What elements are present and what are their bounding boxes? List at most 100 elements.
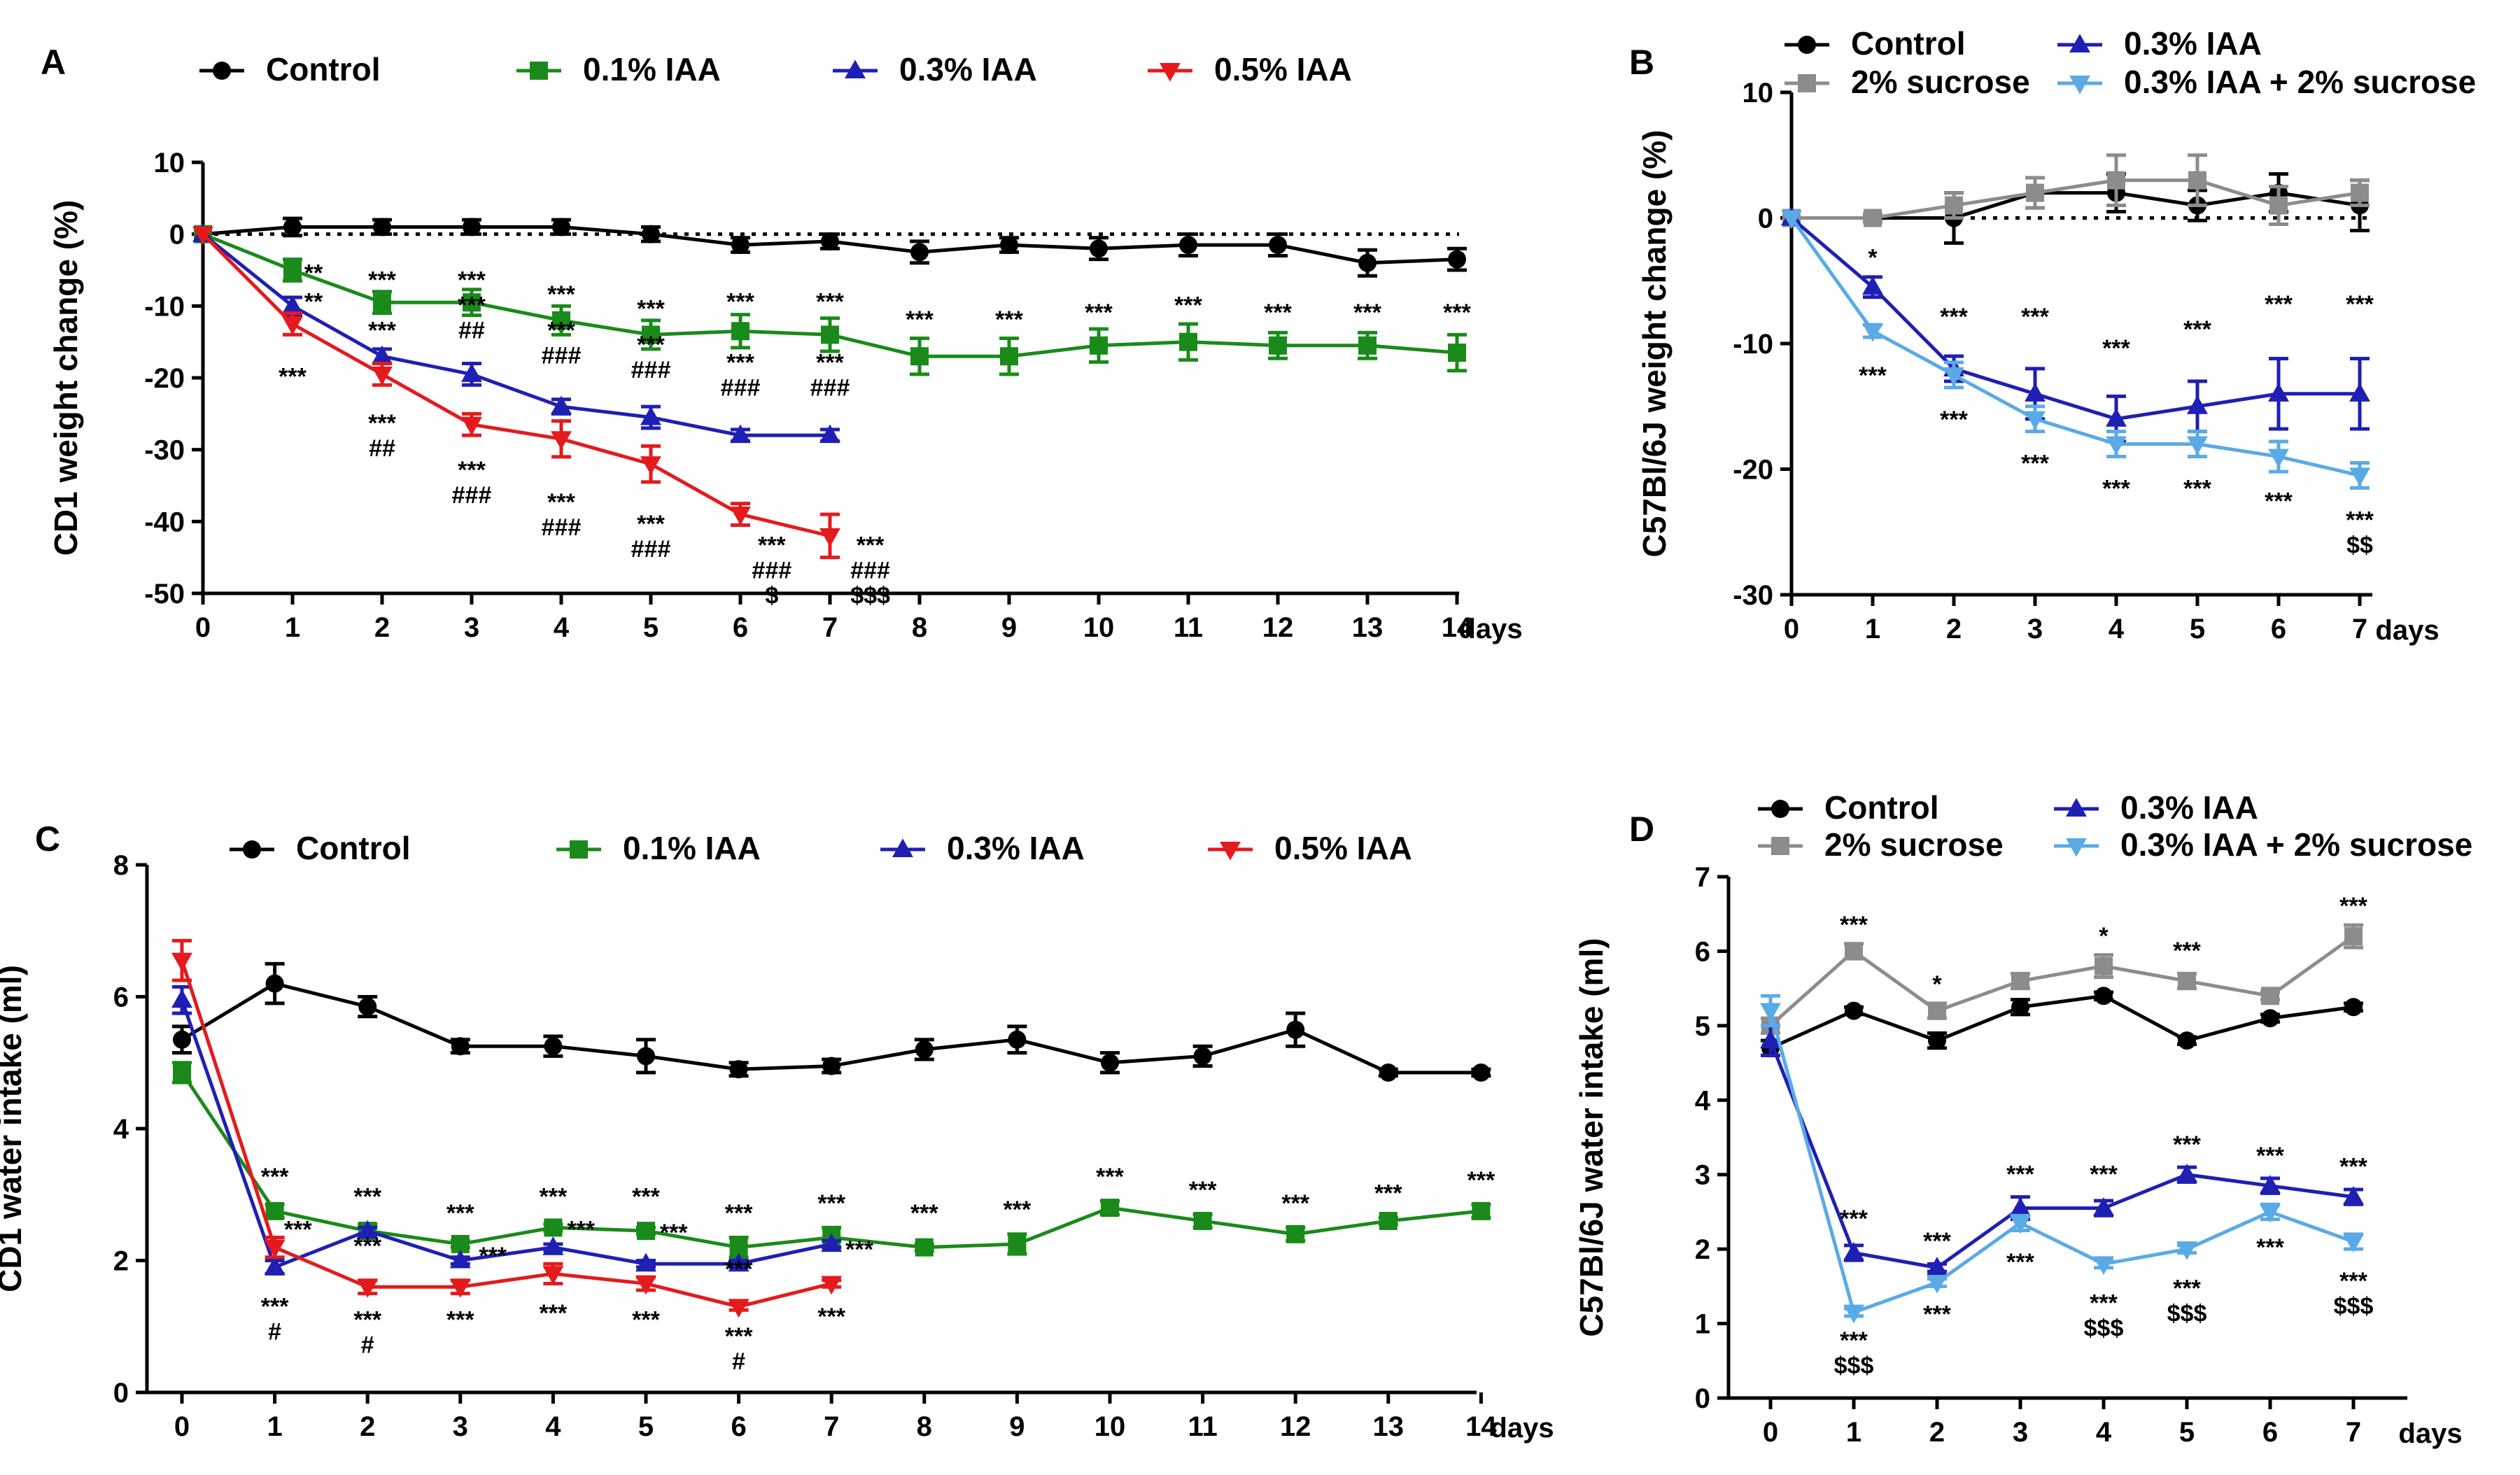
y-tick-label: -50 — [144, 579, 185, 609]
series-line — [180, 959, 832, 1309]
significance-label: *** — [261, 1294, 289, 1320]
data-point — [2095, 957, 2113, 975]
x-tick-label: 12 — [1280, 1411, 1311, 1442]
significance-label: ### — [752, 558, 791, 584]
significance-label: *** — [458, 292, 486, 319]
data-point — [2349, 467, 2370, 487]
legend-marker — [2069, 75, 2090, 94]
data-point — [728, 1299, 749, 1318]
data-point — [551, 395, 572, 415]
data-point — [1845, 1001, 1863, 1020]
legend-marker — [1220, 841, 1241, 861]
x-tick-label: 10 — [1083, 612, 1115, 643]
data-point — [1286, 1225, 1305, 1243]
significance-label: *** — [446, 1306, 474, 1333]
series-3 — [192, 226, 840, 560]
data-point — [449, 1279, 471, 1298]
data-point — [373, 293, 391, 312]
data-point — [1286, 1020, 1305, 1039]
data-point — [1760, 1003, 1781, 1022]
x-tick-label: 2 — [1929, 1417, 1945, 1448]
significance-label: * — [1868, 245, 1878, 271]
data-point — [640, 456, 661, 475]
series-line — [202, 232, 831, 538]
data-point — [1008, 1234, 1027, 1253]
data-point — [2025, 411, 2046, 430]
data-point — [1862, 323, 1883, 342]
x-tick-label: 2 — [374, 612, 390, 643]
x-tick-label: 11 — [1174, 612, 1203, 643]
significance-label: ### — [452, 482, 492, 509]
y-axis-label: C57Bl/6J water intake (ml) — [1573, 938, 1610, 1336]
data-point — [264, 1256, 286, 1275]
legend-label: 0.3% IAA — [899, 51, 1037, 87]
significance-label: *** — [2339, 1154, 2367, 1180]
significance-label: *** — [540, 1183, 568, 1210]
legend-marker — [2066, 838, 2087, 857]
x-axis-label: days — [2375, 615, 2439, 646]
series-3 — [171, 938, 843, 1318]
significance-label: *** — [906, 306, 934, 333]
x-axis-label: days — [1458, 614, 1522, 644]
panel-label: A — [41, 43, 66, 82]
data-point — [2178, 1031, 2196, 1050]
significance-label: $$$ — [2334, 1293, 2374, 1320]
x-tick-label: 5 — [2179, 1417, 2195, 1448]
series-line — [180, 1071, 1481, 1250]
panel-label: D — [1629, 810, 1654, 849]
data-point — [173, 1030, 191, 1049]
y-tick-label: 2 — [1695, 1234, 1710, 1265]
significance-label: *** — [353, 1233, 381, 1259]
significance-label: *** — [458, 267, 486, 294]
x-tick-label: 1 — [1865, 614, 1880, 644]
significance-label: $$$ — [2167, 1300, 2207, 1327]
y-tick-label: -20 — [144, 363, 185, 394]
data-point — [2261, 1009, 2279, 1028]
x-tick-label: 7 — [824, 1411, 839, 1442]
significance-label: $$$ — [1834, 1353, 1874, 1379]
y-tick-label: 4 — [1695, 1085, 1711, 1116]
data-point — [1269, 336, 1287, 355]
data-point — [372, 366, 393, 386]
significance-label: *** — [2090, 1290, 2118, 1317]
data-point — [2011, 972, 2029, 990]
data-point — [2093, 1197, 2114, 1216]
data-point — [915, 1238, 934, 1257]
legend-item: 0.3% IAA — [833, 51, 1037, 87]
significance-label: *** — [479, 1243, 507, 1269]
legend-label: 0.1% IAA — [583, 51, 721, 87]
x-tick-label: 9 — [1009, 1411, 1025, 1442]
significance-label: *** — [817, 1190, 845, 1217]
data-point — [731, 236, 749, 255]
legend-label: 0.1% IAA — [623, 830, 761, 866]
legend-marker — [1798, 74, 1816, 92]
series-line — [1792, 178, 2360, 220]
significance-label: *** — [2265, 291, 2293, 318]
data-point — [730, 507, 751, 525]
data-point — [1945, 196, 1963, 215]
data-point — [728, 1252, 749, 1272]
y-tick-label: -30 — [1733, 580, 1773, 611]
data-point — [2178, 972, 2196, 990]
significance-label: *** — [1004, 1197, 1032, 1223]
x-tick-label: 7 — [2346, 1417, 2361, 1448]
significance-label: *** — [353, 1183, 381, 1210]
significance-label: *** — [1189, 1177, 1217, 1204]
data-point — [1179, 332, 1197, 351]
data-point — [1101, 1053, 1119, 1072]
data-point — [1862, 276, 1883, 295]
data-point — [819, 424, 840, 444]
data-point — [2260, 1204, 2281, 1223]
significance-label: *** — [816, 288, 844, 315]
significance-label: *** — [995, 306, 1023, 333]
x-tick-label: 14 — [1442, 612, 1473, 643]
data-point — [552, 218, 570, 237]
legend-item: 0.1% IAA — [516, 51, 721, 87]
data-point — [358, 997, 377, 1016]
data-point — [2106, 408, 2127, 427]
x-tick-label: 13 — [1373, 1411, 1405, 1442]
significance-label: *** — [725, 1200, 753, 1227]
legend-item: 2% sucrose — [1785, 64, 2030, 100]
